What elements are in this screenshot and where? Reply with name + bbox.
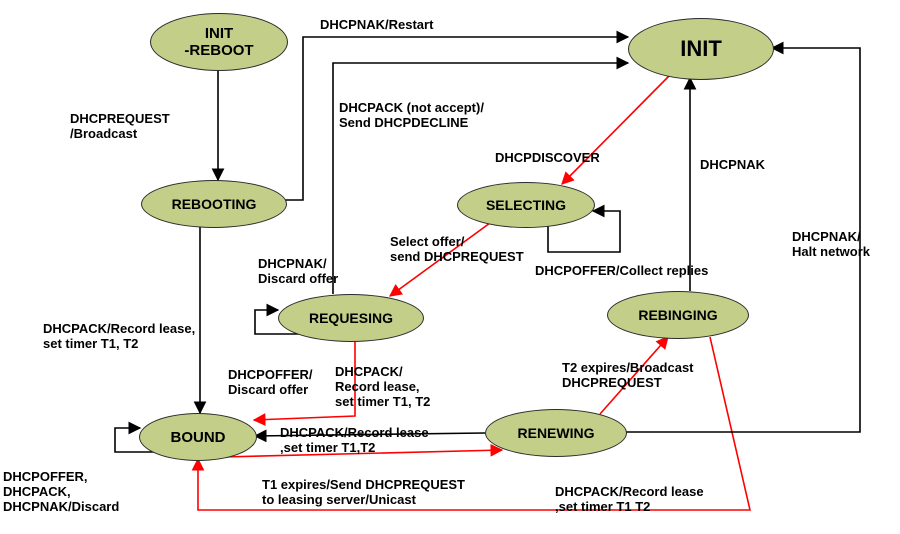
- edge-label: DHCPOFFER/Collect replies: [535, 264, 708, 279]
- edges-layer: [0, 0, 900, 534]
- edge-label: DHCPNAK/ Discard offer: [258, 257, 338, 287]
- edge-label: T1 expires/Send DHCPREQUEST to leasing s…: [262, 478, 465, 508]
- state-rebinding: REBINGING: [607, 291, 749, 339]
- edge-label: DHCPREQUEST /Broadcast: [70, 112, 170, 142]
- edge-label: DHCPACK (not accept)/ Send DHCPDECLINE: [339, 101, 484, 131]
- dhcp-state-diagram: INIT -REBOOT INIT REBOOTING SELECTING REQUES…: [0, 0, 900, 534]
- edge-label: DHCPNAK: [700, 158, 765, 173]
- edge-label: DHCPACK/Record lease ,set timer T1 T2: [555, 485, 704, 515]
- edge-label: DHCPACK/Record lease, set timer T1, T2: [43, 322, 195, 352]
- state-init_reboot: INIT -REBOOT: [150, 13, 288, 71]
- edge-label: DHCPOFFER, DHCPACK, DHCPNAK/Discard: [3, 470, 119, 515]
- edge-label: DHCPACK/Record lease ,set timer T1,T2: [280, 426, 429, 456]
- state-init: INIT: [628, 18, 774, 80]
- edge-label: DHCPNAK/ Halt network: [792, 230, 870, 260]
- edge-label: DHCPACK/ Record lease, set timer T1, T2: [335, 365, 430, 410]
- edge-label: DHCPNAK/Restart: [320, 18, 433, 33]
- state-selecting: SELECTING: [457, 182, 595, 228]
- edge-label: T2 expires/Broadcast DHCPREQUEST: [562, 361, 694, 391]
- edge-label: Select offer/ send DHCPREQUEST: [390, 235, 524, 265]
- state-requesting: REQUESING: [278, 294, 424, 342]
- state-bound: BOUND: [139, 413, 257, 461]
- edge-label: DHCPDISCOVER: [495, 151, 600, 166]
- edge-e5: [562, 75, 670, 184]
- state-renewing: RENEWING: [485, 409, 627, 457]
- edge-label: DHCPOFFER/ Discard offer: [228, 368, 313, 398]
- state-rebooting: REBOOTING: [141, 180, 287, 228]
